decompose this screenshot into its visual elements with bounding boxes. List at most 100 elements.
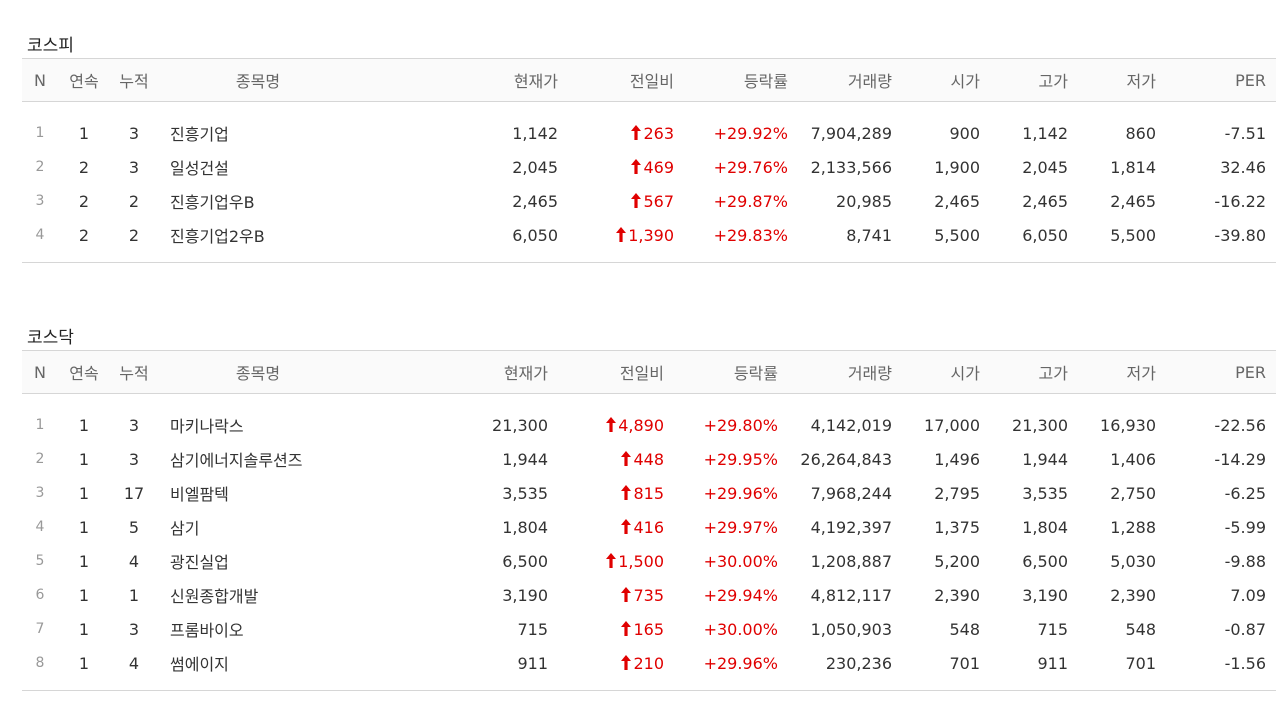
- open-cell: 548: [949, 619, 980, 639]
- col-header-volume[interactable]: 거래량: [786, 350, 896, 394]
- col-header-change[interactable]: 전일비: [570, 58, 684, 102]
- volume-cell: 4,142,019: [810, 415, 892, 435]
- volume-cell: 4,812,117: [810, 585, 892, 605]
- up-arrow-icon: [621, 484, 632, 500]
- table-row[interactable]: 1 1 3 마키나락스 21,300 4,890 +29.80% 4,142,019 17,00…: [22, 408, 1276, 442]
- change-value: 567: [643, 191, 674, 211]
- price-cell: 1,944: [502, 449, 548, 469]
- price-cell: 21,300: [492, 415, 548, 435]
- streak-cell: 1: [78, 123, 90, 143]
- table-row[interactable]: 6 1 1 신원종합개발 3,190 735 +29.94% 4,812,117 2,390 3,…: [22, 578, 1276, 612]
- volume-cell: 20,985: [836, 191, 892, 211]
- streak-cell: 1: [78, 517, 90, 537]
- change-cell: 448: [560, 442, 674, 476]
- rank-cell: 1: [35, 125, 45, 141]
- col-header-price[interactable]: 현재가: [358, 350, 560, 394]
- col-header-high[interactable]: 고가: [984, 58, 1072, 102]
- stock-name-link[interactable]: 진흥기업: [170, 125, 229, 144]
- table-row[interactable]: 3 1 17 비엘팜텍 3,535 815 +29.96% 7,968,244 2,795 3,5…: [22, 476, 1276, 510]
- kosdaq-table: N 연속 누적 종목명 현재가 전일비 등락률 거래량 시가 고가 저가 PER…: [22, 350, 1276, 691]
- col-header-total[interactable]: 누적: [110, 350, 158, 394]
- col-header-name[interactable]: 종목명: [158, 58, 358, 102]
- col-header-n[interactable]: N: [22, 58, 58, 102]
- col-header-open[interactable]: 시가: [896, 58, 984, 102]
- rank-cell: 6: [35, 587, 45, 603]
- change-value: 815: [633, 483, 664, 503]
- col-header-price[interactable]: 현재가: [358, 58, 570, 102]
- up-arrow-icon: [631, 158, 642, 174]
- rank-cell: 5: [35, 553, 45, 569]
- change-value: 165: [633, 619, 664, 639]
- rate-cell: +29.95%: [703, 449, 778, 469]
- stock-name-link[interactable]: 광진실업: [170, 553, 229, 572]
- high-cell: 6,050: [1022, 225, 1068, 245]
- low-cell: 1,288: [1110, 517, 1156, 537]
- stock-name-link[interactable]: 진흥기업2우B: [170, 227, 265, 246]
- table-row[interactable]: 7 1 3 프롬바이오 715 165 +30.00% 1,050,903 548 715 548 -…: [22, 612, 1276, 646]
- streak-cell: 2: [78, 191, 90, 211]
- rank-cell: 2: [35, 451, 45, 467]
- kosdaq-header-row: N 연속 누적 종목명 현재가 전일비 등락률 거래량 시가 고가 저가 PER: [22, 350, 1276, 394]
- per-cell: -39.80: [1214, 225, 1266, 245]
- per-cell: -0.87: [1224, 619, 1266, 639]
- change-value: 210: [633, 653, 664, 673]
- per-cell: -14.29: [1214, 449, 1266, 469]
- stock-name-link[interactable]: 삼기에너지솔루션즈: [170, 451, 303, 470]
- low-cell: 2,465: [1110, 191, 1156, 211]
- col-header-per[interactable]: PER: [1160, 58, 1276, 102]
- per-cell: -6.25: [1224, 483, 1266, 503]
- change-value: 4,890: [618, 415, 664, 435]
- col-header-name[interactable]: 종목명: [158, 350, 358, 394]
- col-header-rate[interactable]: 등락률: [684, 58, 796, 102]
- change-cell: 1,500: [560, 544, 674, 578]
- total-cell: 3: [128, 123, 140, 143]
- kosdaq-section: 코스닥 N 연속 누적 종목명 현재가 전일비 등락률 거래량 시가 고가 저가…: [22, 320, 1276, 700]
- col-header-volume[interactable]: 거래량: [796, 58, 896, 102]
- change-value: 263: [643, 123, 674, 143]
- price-cell: 3,535: [502, 483, 548, 503]
- stock-name-link[interactable]: 삼기: [170, 519, 200, 538]
- col-header-high[interactable]: 고가: [984, 350, 1072, 394]
- col-header-change[interactable]: 전일비: [560, 350, 674, 394]
- price-cell: 3,190: [502, 585, 548, 605]
- col-header-streak[interactable]: 연속: [58, 350, 110, 394]
- up-arrow-icon: [621, 620, 632, 636]
- stock-name-link[interactable]: 썸에이지: [170, 655, 229, 674]
- table-row[interactable]: 3 2 2 진흥기업우B 2,465 567 +29.87% 20,985 2,465 2,465…: [22, 184, 1276, 218]
- col-header-rate[interactable]: 등락률: [674, 350, 786, 394]
- price-cell: 911: [517, 653, 548, 673]
- rate-cell: +29.96%: [703, 653, 778, 673]
- col-header-per[interactable]: PER: [1160, 350, 1276, 394]
- change-cell: 567: [570, 184, 684, 218]
- stock-name-link[interactable]: 비엘팜텍: [170, 485, 229, 504]
- table-row[interactable]: 8 1 4 썸에이지 911 210 +29.96% 230,236 701 911 701 -1.5…: [22, 646, 1276, 680]
- col-header-low[interactable]: 저가: [1072, 58, 1160, 102]
- col-header-streak[interactable]: 연속: [58, 58, 110, 102]
- table-row[interactable]: 2 2 3 일성건설 2,045 469 +29.76% 2,133,566 1,900 2,04…: [22, 150, 1276, 184]
- col-header-total[interactable]: 누적: [110, 58, 158, 102]
- per-cell: -22.56: [1214, 415, 1266, 435]
- stock-name-link[interactable]: 진흥기업우B: [170, 193, 255, 212]
- table-row[interactable]: 2 1 3 삼기에너지솔루션즈 1,944 448 +29.95% 26,264,843 1,4…: [22, 442, 1276, 476]
- up-arrow-icon: [621, 586, 632, 602]
- table-row[interactable]: 5 1 4 광진실업 6,500 1,500 +30.00% 1,208,887 5,200 6,…: [22, 544, 1276, 578]
- col-header-open[interactable]: 시가: [896, 350, 984, 394]
- streak-cell: 1: [78, 551, 90, 571]
- table-row[interactable]: 1 1 3 진흥기업 1,142 263 +29.92% 7,904,289 900 1,142 8…: [22, 116, 1276, 150]
- col-header-n[interactable]: N: [22, 350, 58, 394]
- col-header-low[interactable]: 저가: [1072, 350, 1160, 394]
- change-cell: 4,890: [560, 408, 674, 442]
- up-arrow-icon: [606, 416, 617, 432]
- total-cell: 3: [128, 449, 140, 469]
- stock-name-link[interactable]: 프롬바이오: [170, 621, 244, 640]
- stock-name-link[interactable]: 신원종합개발: [170, 587, 259, 606]
- stock-name-link[interactable]: 마키나락스: [170, 417, 244, 436]
- stock-name-link[interactable]: 일성건설: [170, 159, 229, 178]
- table-row[interactable]: 4 2 2 진흥기업2우B 6,050 1,390 +29.83% 8,741 5,500 6,0…: [22, 218, 1276, 252]
- high-cell: 715: [1037, 619, 1068, 639]
- rate-cell: +29.83%: [713, 225, 788, 245]
- high-cell: 2,045: [1022, 157, 1068, 177]
- total-cell: 5: [128, 517, 140, 537]
- table-row[interactable]: 4 1 5 삼기 1,804 416 +29.97% 4,192,397 1,375 1,804 1…: [22, 510, 1276, 544]
- price-cell: 6,050: [512, 225, 558, 245]
